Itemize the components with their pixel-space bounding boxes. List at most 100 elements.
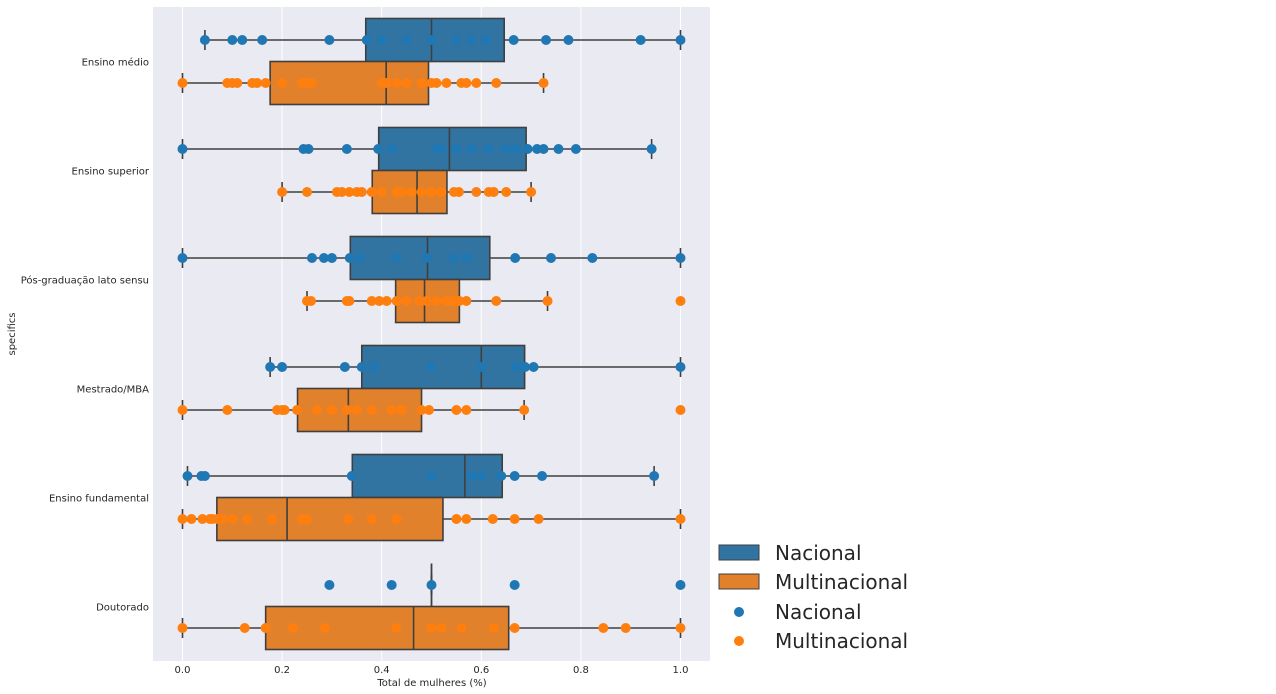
data-point-multinacional — [471, 78, 482, 88]
data-point-multinacional — [416, 78, 427, 88]
data-point-multinacional — [451, 405, 462, 415]
y-axis-label: specifics — [7, 313, 18, 356]
data-point-multinacional — [344, 296, 355, 306]
y-tick-label: Mestrado/MBA — [77, 385, 149, 396]
data-point-multinacional — [424, 405, 435, 415]
data-point-multinacional — [533, 514, 544, 524]
data-point-multinacional — [302, 187, 312, 197]
data-point-multinacional — [501, 187, 512, 197]
data-point-nacional — [537, 471, 548, 481]
data-point-nacional — [546, 253, 557, 263]
data-point-nacional — [448, 253, 459, 263]
plot-area — [153, 7, 710, 661]
data-point-multinacional — [239, 623, 250, 633]
data-point-multinacional — [441, 296, 452, 306]
data-point-multinacional — [675, 296, 686, 306]
data-point-multinacional — [260, 78, 271, 88]
data-point-multinacional — [487, 514, 498, 524]
legend-label: Nacional — [775, 600, 862, 624]
data-point-multinacional — [267, 514, 278, 524]
data-point-multinacional — [222, 405, 233, 415]
data-point-nacional — [386, 580, 397, 590]
data-point-multinacional — [416, 405, 427, 415]
data-point-multinacional — [431, 296, 442, 306]
data-point-multinacional — [319, 623, 330, 633]
data-point-nacional — [401, 35, 412, 45]
legend-box-swatch — [718, 544, 760, 561]
data-point-nacional — [344, 253, 355, 263]
data-point-nacional — [675, 253, 686, 263]
data-point-nacional — [451, 144, 462, 154]
data-point-nacional — [277, 362, 288, 372]
data-point-nacional — [476, 471, 487, 481]
data-point-multinacional — [620, 623, 631, 633]
data-point-multinacional — [426, 623, 437, 633]
data-point-nacional — [177, 253, 188, 263]
data-point-nacional — [346, 471, 357, 481]
data-point-multinacional — [252, 78, 263, 88]
data-point-nacional — [376, 35, 387, 45]
data-point-multinacional — [436, 623, 447, 633]
data-point-multinacional — [401, 296, 412, 306]
data-point-nacional — [361, 35, 372, 45]
data-point-nacional — [237, 35, 248, 45]
data-point-multinacional — [366, 296, 377, 306]
legend-box-swatch — [718, 573, 760, 590]
data-point-nacional — [182, 471, 193, 481]
data-point-nacional — [508, 35, 519, 45]
data-point-nacional — [520, 362, 531, 372]
y-tick-labels: Ensino médio Ensino superior Pós-graduação… — [21, 57, 150, 614]
y-tick-label: Ensino fundamental — [49, 494, 149, 505]
data-point-multinacional — [326, 405, 337, 415]
data-point-nacional — [386, 144, 397, 154]
data-point-multinacional — [453, 187, 464, 197]
data-point-nacional — [570, 144, 581, 154]
legend-label: Nacional — [775, 541, 862, 565]
data-point-nacional — [199, 35, 210, 45]
data-point-nacional — [199, 471, 210, 481]
x-tick-label: 0.2 — [274, 665, 290, 676]
data-point-nacional — [339, 362, 350, 372]
data-point-multinacional — [302, 514, 312, 524]
data-point-multinacional — [292, 405, 303, 415]
data-point-nacional — [553, 144, 564, 154]
legend-point-swatch — [734, 607, 744, 617]
data-point-multinacional — [526, 187, 537, 197]
data-point-nacional — [391, 253, 402, 263]
data-point-multinacional — [426, 187, 437, 197]
data-point-nacional — [324, 35, 335, 45]
data-point-multinacional — [441, 78, 452, 88]
y-tick-label: Doutorado — [96, 603, 149, 614]
legend: Nacional Multinacional Nacional Multinacion… — [718, 541, 908, 653]
data-point-multinacional — [232, 78, 243, 88]
x-axis-label: Total de mulheres (%) — [376, 678, 486, 689]
data-point-nacional — [511, 362, 522, 372]
data-point-nacional — [541, 35, 552, 45]
data-point-multinacional — [344, 187, 355, 197]
data-point-nacional — [341, 144, 352, 154]
box-iqr — [264, 605, 510, 651]
data-point-nacional — [510, 253, 521, 263]
data-point-multinacional — [675, 623, 686, 633]
data-point-nacional — [646, 144, 657, 154]
data-point-nacional — [426, 580, 437, 590]
data-point-multinacional — [197, 514, 208, 524]
legend-point-swatch — [734, 636, 744, 646]
data-point-multinacional — [491, 296, 502, 306]
data-point-nacional — [501, 144, 512, 154]
data-point-nacional — [461, 253, 472, 263]
data-point-multinacional — [376, 187, 387, 197]
data-point-nacional — [522, 144, 533, 154]
data-point-multinacional — [401, 78, 412, 88]
data-point-nacional — [587, 253, 598, 263]
data-point-multinacional — [542, 296, 553, 306]
data-point-nacional — [426, 362, 437, 372]
box-multinacional — [181, 496, 682, 542]
data-point-nacional — [483, 144, 494, 154]
data-point-nacional — [326, 253, 337, 263]
data-point-nacional — [303, 144, 314, 154]
data-point-multinacional — [343, 514, 354, 524]
data-point-multinacional — [488, 187, 499, 197]
data-point-multinacional — [381, 296, 392, 306]
data-point-multinacional — [431, 78, 442, 88]
